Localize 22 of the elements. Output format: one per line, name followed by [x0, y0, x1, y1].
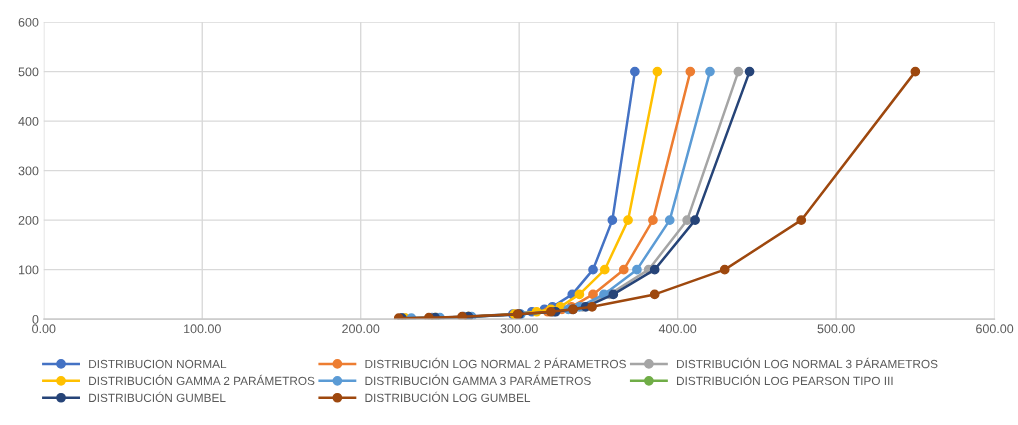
- legend-label: DISTRIBUCION NORMAL: [89, 359, 227, 369]
- x-tick-label: 0.00: [32, 324, 56, 334]
- legend-label: DISTRIBUCIÓN GAMMA 3 PARÁMETROS: [365, 374, 591, 386]
- x-tick-label: 300.00: [500, 324, 538, 334]
- y-tick-label: 500: [18, 67, 39, 77]
- y-tick-label: 200: [18, 215, 39, 225]
- x-tick-label: 200.00: [342, 324, 380, 334]
- x-tick-label: 500.00: [817, 324, 855, 334]
- legend-label: DISTRIBUCIÓN GAMMA 2 PARÁMETROS: [89, 374, 315, 386]
- x-tick-label: 600.00: [976, 324, 1014, 334]
- y-tick-label: 100: [19, 265, 39, 275]
- legend-label: DISTRIBUCIÓN LOG GUMBEL: [365, 391, 531, 402]
- y-tick-label: 300: [18, 166, 39, 176]
- legend-label: DISTRIBUCIÓN LOG PEARSON TIPO III: [677, 374, 893, 386]
- y-tick-label: 400: [18, 116, 39, 126]
- legend-label: DISTRIBUCIÓN GUMBEL: [89, 391, 226, 402]
- x-tick-label: 400.00: [658, 324, 697, 334]
- y-tick-label: 600: [18, 17, 39, 27]
- legend-label: DISTRIBUCIÓN LOG NORMAL 3 PÁRAMETROS: [677, 357, 938, 369]
- legend-label: DISTRIBUCIÓN LOG NORMAL 2 PÁRAMETROS: [365, 357, 626, 369]
- y-tick-label: 0: [32, 314, 39, 324]
- x-tick-label: 100.00: [184, 324, 221, 334]
